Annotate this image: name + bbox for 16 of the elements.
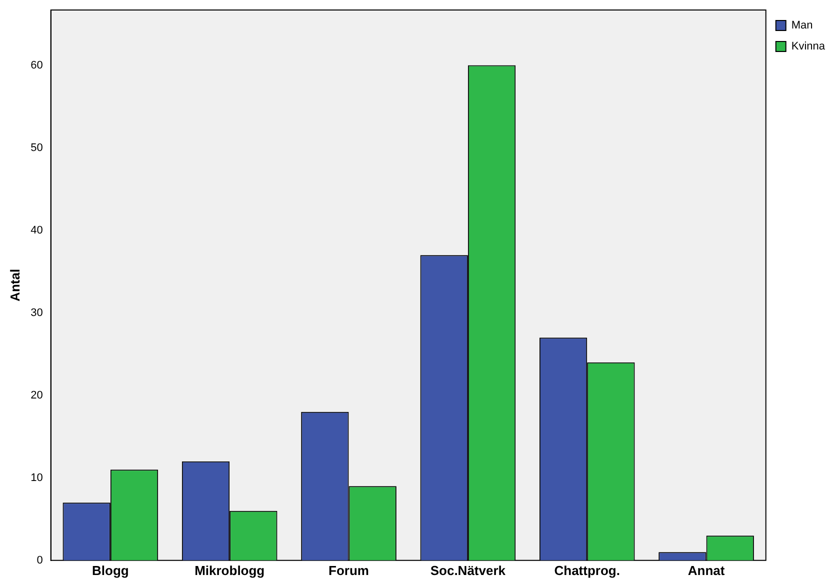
- x-tick-label: Annat: [688, 562, 726, 578]
- x-tick-label: Soc.Nätverk: [430, 562, 506, 578]
- y-tick-label: 50: [30, 142, 43, 154]
- legend-label: Kvinna: [791, 40, 826, 53]
- x-tick-label: Chattprog.: [554, 562, 620, 578]
- y-axis-title: Antal: [7, 268, 22, 302]
- y-tick-label: 0: [36, 554, 43, 566]
- x-tick-label: Forum: [328, 562, 369, 578]
- y-tick-label: 60: [30, 59, 43, 72]
- x-tick-label: Blogg: [92, 562, 129, 578]
- y-tick-label: 30: [30, 306, 43, 319]
- y-tick-label: 20: [30, 389, 43, 402]
- x-tick-label: Mikroblogg: [194, 562, 265, 578]
- legend-label: Man: [791, 20, 813, 32]
- y-tick-label: 40: [30, 224, 43, 236]
- y-tick-label: 10: [30, 472, 43, 484]
